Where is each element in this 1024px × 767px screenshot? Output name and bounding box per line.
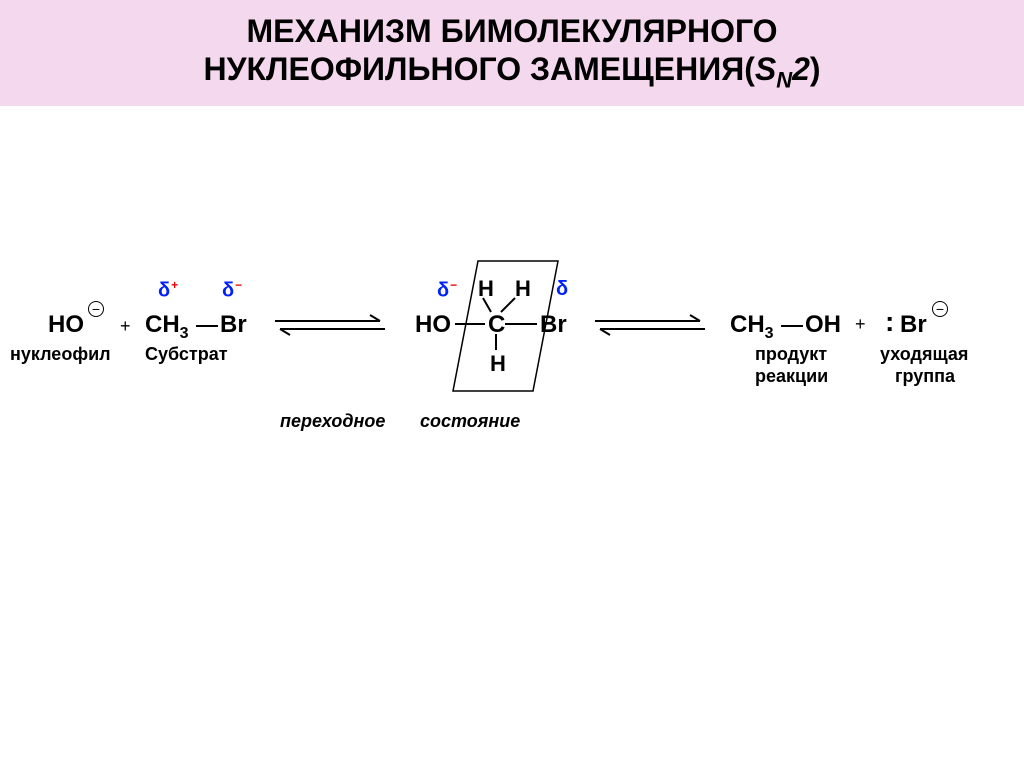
lg-charge: −	[932, 301, 948, 317]
product-label-2: реакции	[755, 366, 828, 387]
substrate-br: Br	[220, 311, 247, 339]
sn-n: N	[776, 68, 792, 93]
title-line-2: НУКЛЕОФИЛЬНОГО ЗАМЕЩЕНИЯ(SN2)	[20, 50, 1004, 94]
product-label-1: продукт	[755, 344, 827, 365]
product-oh: OH	[805, 311, 841, 339]
title-suffix: )	[810, 51, 821, 87]
ts-label-1: переходное	[280, 411, 385, 432]
lg-label-1: уходящая	[880, 344, 968, 365]
lg-br: Br	[900, 311, 927, 339]
lg-label-2: группа	[895, 366, 955, 387]
title-band: МЕХАНИЗМ БИМОЛЕКУЛЯРНОГО НУКЛЕОФИЛЬНОГО …	[0, 0, 1024, 106]
equilibrium-arrows-2	[590, 311, 710, 339]
title-line-1: МЕХАНИЗМ БИМОЛЕКУЛЯРНОГО	[20, 12, 1004, 50]
substrate-label: Субстрат	[145, 344, 228, 365]
nucleophile-label: нуклеофил	[10, 344, 111, 365]
substrate-ch3: CH3	[145, 311, 189, 343]
reaction-diagram: HO − нуклеофил + δ+ δ− CH3 Br Субстрат δ…	[0, 226, 1024, 526]
ts-ho: HO	[415, 311, 451, 339]
delta-minus-substrate: δ−	[222, 278, 242, 303]
ts-c: C	[488, 311, 505, 339]
product-bond	[781, 325, 803, 327]
equilibrium-arrows-1	[270, 311, 390, 339]
product-ch3: CH3	[730, 311, 774, 343]
plus-1: +	[120, 316, 131, 337]
substrate-bond	[196, 325, 218, 327]
ts-label-2: состояние	[420, 411, 520, 432]
sn-s: S	[755, 51, 776, 87]
ts-br: Br	[540, 311, 567, 339]
plus-2: +	[855, 314, 866, 335]
delta-plus-substrate: δ+	[158, 278, 178, 303]
nucleophile-charge: −	[88, 301, 104, 317]
lg-lone-pair: :	[885, 306, 894, 338]
nucleophile-ho: HO	[48, 311, 84, 339]
sn-2: 2	[792, 51, 810, 87]
ts-h-bottom: H	[490, 351, 506, 377]
title-prefix: НУКЛЕОФИЛЬНОГО ЗАМЕЩЕНИЯ(	[203, 51, 754, 87]
